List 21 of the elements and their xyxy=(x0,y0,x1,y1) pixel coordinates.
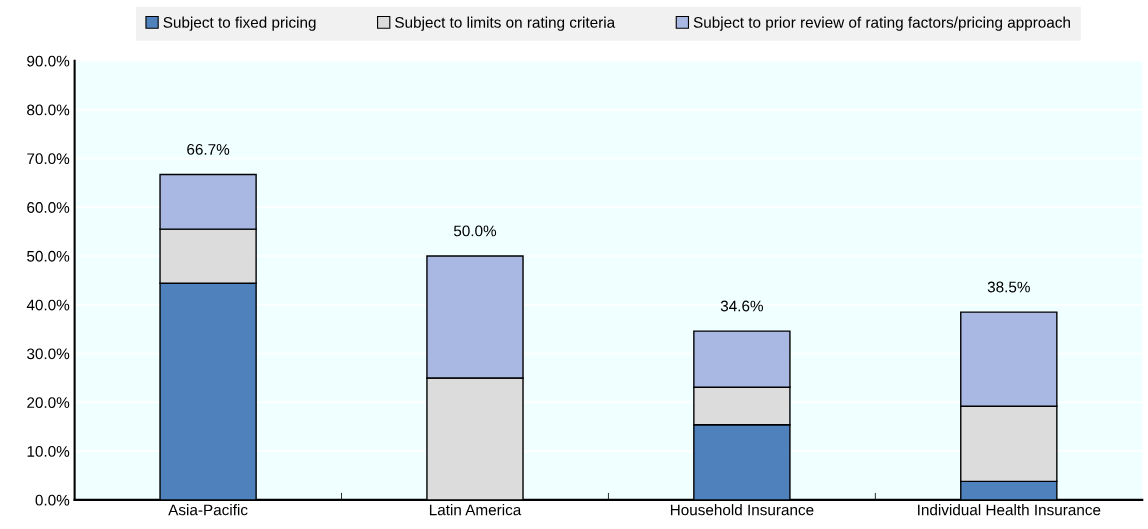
legend-label: Subject to limits on rating criteria xyxy=(395,16,616,31)
legend-label: Subject to fixed pricing xyxy=(163,16,316,31)
y-tick-label: 20.0% xyxy=(27,397,70,409)
x-tick-label: Household Insurance xyxy=(670,504,814,516)
legend-label: Subject to prior review of rating factors/pricing approach xyxy=(693,16,1070,31)
y-tick-label: 40.0% xyxy=(26,299,70,311)
x-tick-label: Latin America xyxy=(429,504,522,516)
total-label: 66.7% xyxy=(187,144,230,155)
y-tick-label: 10.0% xyxy=(27,445,70,457)
x-tick-label: Individual Health Insurance xyxy=(918,504,1101,516)
y-tick-label: 50.0% xyxy=(27,250,70,262)
y-tick-label: 60.0% xyxy=(27,202,70,213)
y-tick-label: 0.0% xyxy=(35,494,70,506)
total-label: 38.5% xyxy=(987,281,1030,293)
y-tick-label: 70.0% xyxy=(27,153,70,165)
y-tick-label: 30.0% xyxy=(27,348,70,360)
y-tick-label: 80.0% xyxy=(27,104,70,116)
total-label: 50.0% xyxy=(453,225,497,237)
total-label: 34.6% xyxy=(720,300,764,312)
x-tick-label: Asia-Pacific xyxy=(168,504,248,516)
y-tick-label: 90.0% xyxy=(27,55,70,67)
